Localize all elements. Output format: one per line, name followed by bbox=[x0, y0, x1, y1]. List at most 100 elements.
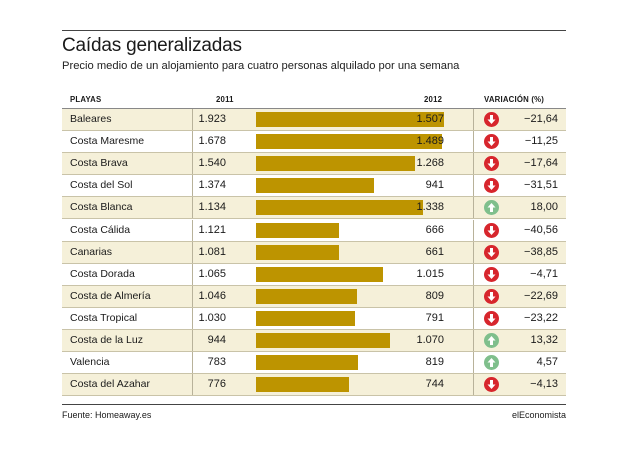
column-divider bbox=[473, 219, 474, 242]
table-row: Costa de la Luz 944 1.070 13,32 bbox=[62, 330, 566, 352]
variation-value: −4,13 bbox=[530, 378, 558, 391]
row-bg-left bbox=[62, 153, 192, 175]
row-name: Costa Cálida bbox=[70, 223, 131, 236]
top-rule bbox=[62, 30, 566, 31]
row-bg-left bbox=[62, 374, 192, 396]
arrow-down-icon bbox=[484, 244, 499, 260]
value-2011: 1.030 bbox=[198, 311, 226, 324]
arrow-up-icon bbox=[484, 333, 499, 348]
table-row: Costa del Sol 1.374 941 −31,51 bbox=[62, 175, 566, 198]
arrow-up-icon bbox=[484, 200, 499, 216]
column-divider bbox=[192, 241, 193, 264]
row-name: Costa del Sol bbox=[70, 179, 133, 192]
column-divider bbox=[192, 153, 193, 176]
value-2012: 819 bbox=[425, 356, 444, 369]
row-name: Costa del Azahar bbox=[70, 378, 150, 391]
row-bg-left bbox=[62, 285, 192, 307]
column-divider bbox=[192, 263, 193, 286]
column-divider bbox=[473, 131, 474, 154]
arrow-down-icon bbox=[484, 178, 499, 194]
variation-value: −21,64 bbox=[524, 113, 558, 125]
bar-2012 bbox=[256, 266, 383, 282]
value-2012: 1.015 bbox=[416, 267, 444, 280]
table-row: Costa Blanca 1.134 1.338 18,00 bbox=[62, 197, 566, 220]
arrow-down-icon bbox=[484, 377, 499, 393]
column-divider bbox=[473, 330, 474, 352]
arrow-down-icon bbox=[484, 134, 499, 150]
column-divider bbox=[473, 153, 474, 176]
value-2011: 1.121 bbox=[198, 223, 226, 236]
variation-value: −31,51 bbox=[524, 179, 558, 192]
row-separator bbox=[62, 196, 566, 198]
column-divider bbox=[473, 263, 474, 286]
arrow-down-icon bbox=[484, 156, 499, 172]
row-separator bbox=[62, 218, 566, 220]
variation-value: 13,32 bbox=[530, 334, 558, 346]
row-name: Costa Maresme bbox=[70, 135, 145, 148]
column-divider bbox=[473, 352, 474, 375]
arrow-down-icon bbox=[484, 112, 499, 127]
bar-2012 bbox=[256, 333, 390, 348]
column-divider bbox=[192, 330, 193, 352]
row-separator bbox=[62, 328, 566, 330]
header-playas: PLAYAS bbox=[70, 95, 102, 104]
row-bg-left bbox=[62, 109, 192, 130]
value-2012: 1.338 bbox=[416, 201, 444, 214]
variation-value: −22,69 bbox=[524, 289, 558, 302]
column-divider bbox=[192, 374, 193, 397]
column-divider bbox=[192, 175, 193, 198]
arrow-down-icon bbox=[484, 266, 499, 282]
bar-2012 bbox=[256, 156, 415, 172]
column-divider bbox=[192, 131, 193, 154]
header-rule bbox=[62, 108, 566, 109]
column-divider bbox=[192, 307, 193, 330]
column-divider bbox=[473, 285, 474, 308]
bar-2012 bbox=[256, 244, 339, 260]
table-row: Costa Tropical 1.030 791 −23,22 bbox=[62, 307, 566, 330]
column-divider bbox=[192, 219, 193, 242]
brand-label: elEconomista bbox=[511, 410, 566, 420]
value-2012: 666 bbox=[425, 223, 444, 236]
value-2011: 1.134 bbox=[198, 201, 226, 214]
value-2011: 1.065 bbox=[198, 267, 226, 280]
column-divider bbox=[192, 352, 193, 375]
arrow-up-icon bbox=[484, 355, 499, 371]
bar-2012 bbox=[256, 178, 374, 194]
value-2012: 941 bbox=[425, 179, 444, 192]
value-2012: 791 bbox=[425, 311, 444, 324]
header-variacion: VARIACIÓN (%) bbox=[484, 95, 545, 104]
variation-value: −11,25 bbox=[524, 135, 558, 148]
value-2011: 1.540 bbox=[198, 157, 226, 170]
header-2011: 2011 bbox=[216, 95, 234, 104]
bottom-rule bbox=[62, 404, 566, 405]
row-name: Costa Blanca bbox=[70, 201, 133, 214]
table-row: Canarias 1.081 661 −38,85 bbox=[62, 241, 566, 264]
row-separator bbox=[62, 284, 566, 286]
variation-value: −38,85 bbox=[524, 245, 558, 258]
bar-2012 bbox=[256, 134, 443, 150]
header-2012: 2012 bbox=[424, 95, 443, 104]
row-name: Valencia bbox=[70, 356, 110, 369]
value-2011: 1.046 bbox=[198, 289, 226, 302]
column-divider bbox=[192, 285, 193, 308]
value-2012: 1.507 bbox=[416, 113, 444, 125]
row-separator bbox=[62, 373, 566, 375]
column-divider bbox=[473, 307, 474, 330]
table-row: Costa Cálida 1.121 666 −40,56 bbox=[62, 219, 566, 242]
variation-value: −17,64 bbox=[524, 157, 558, 170]
value-2011: 944 bbox=[207, 334, 226, 346]
value-2012: 661 bbox=[425, 245, 444, 258]
value-2011: 1.081 bbox=[198, 245, 226, 258]
bar-2012 bbox=[256, 112, 445, 127]
arrow-down-icon bbox=[484, 222, 499, 238]
column-divider bbox=[473, 241, 474, 264]
value-2012: 1.268 bbox=[416, 157, 444, 170]
bar-2012 bbox=[256, 200, 424, 216]
row-separator bbox=[62, 306, 566, 308]
source-note: Fuente: Homeaway.es bbox=[62, 410, 152, 420]
value-2012: 744 bbox=[425, 378, 444, 391]
variation-value: 18,00 bbox=[530, 201, 558, 214]
value-2011: 1.923 bbox=[198, 113, 226, 125]
bar-2012 bbox=[256, 355, 359, 371]
